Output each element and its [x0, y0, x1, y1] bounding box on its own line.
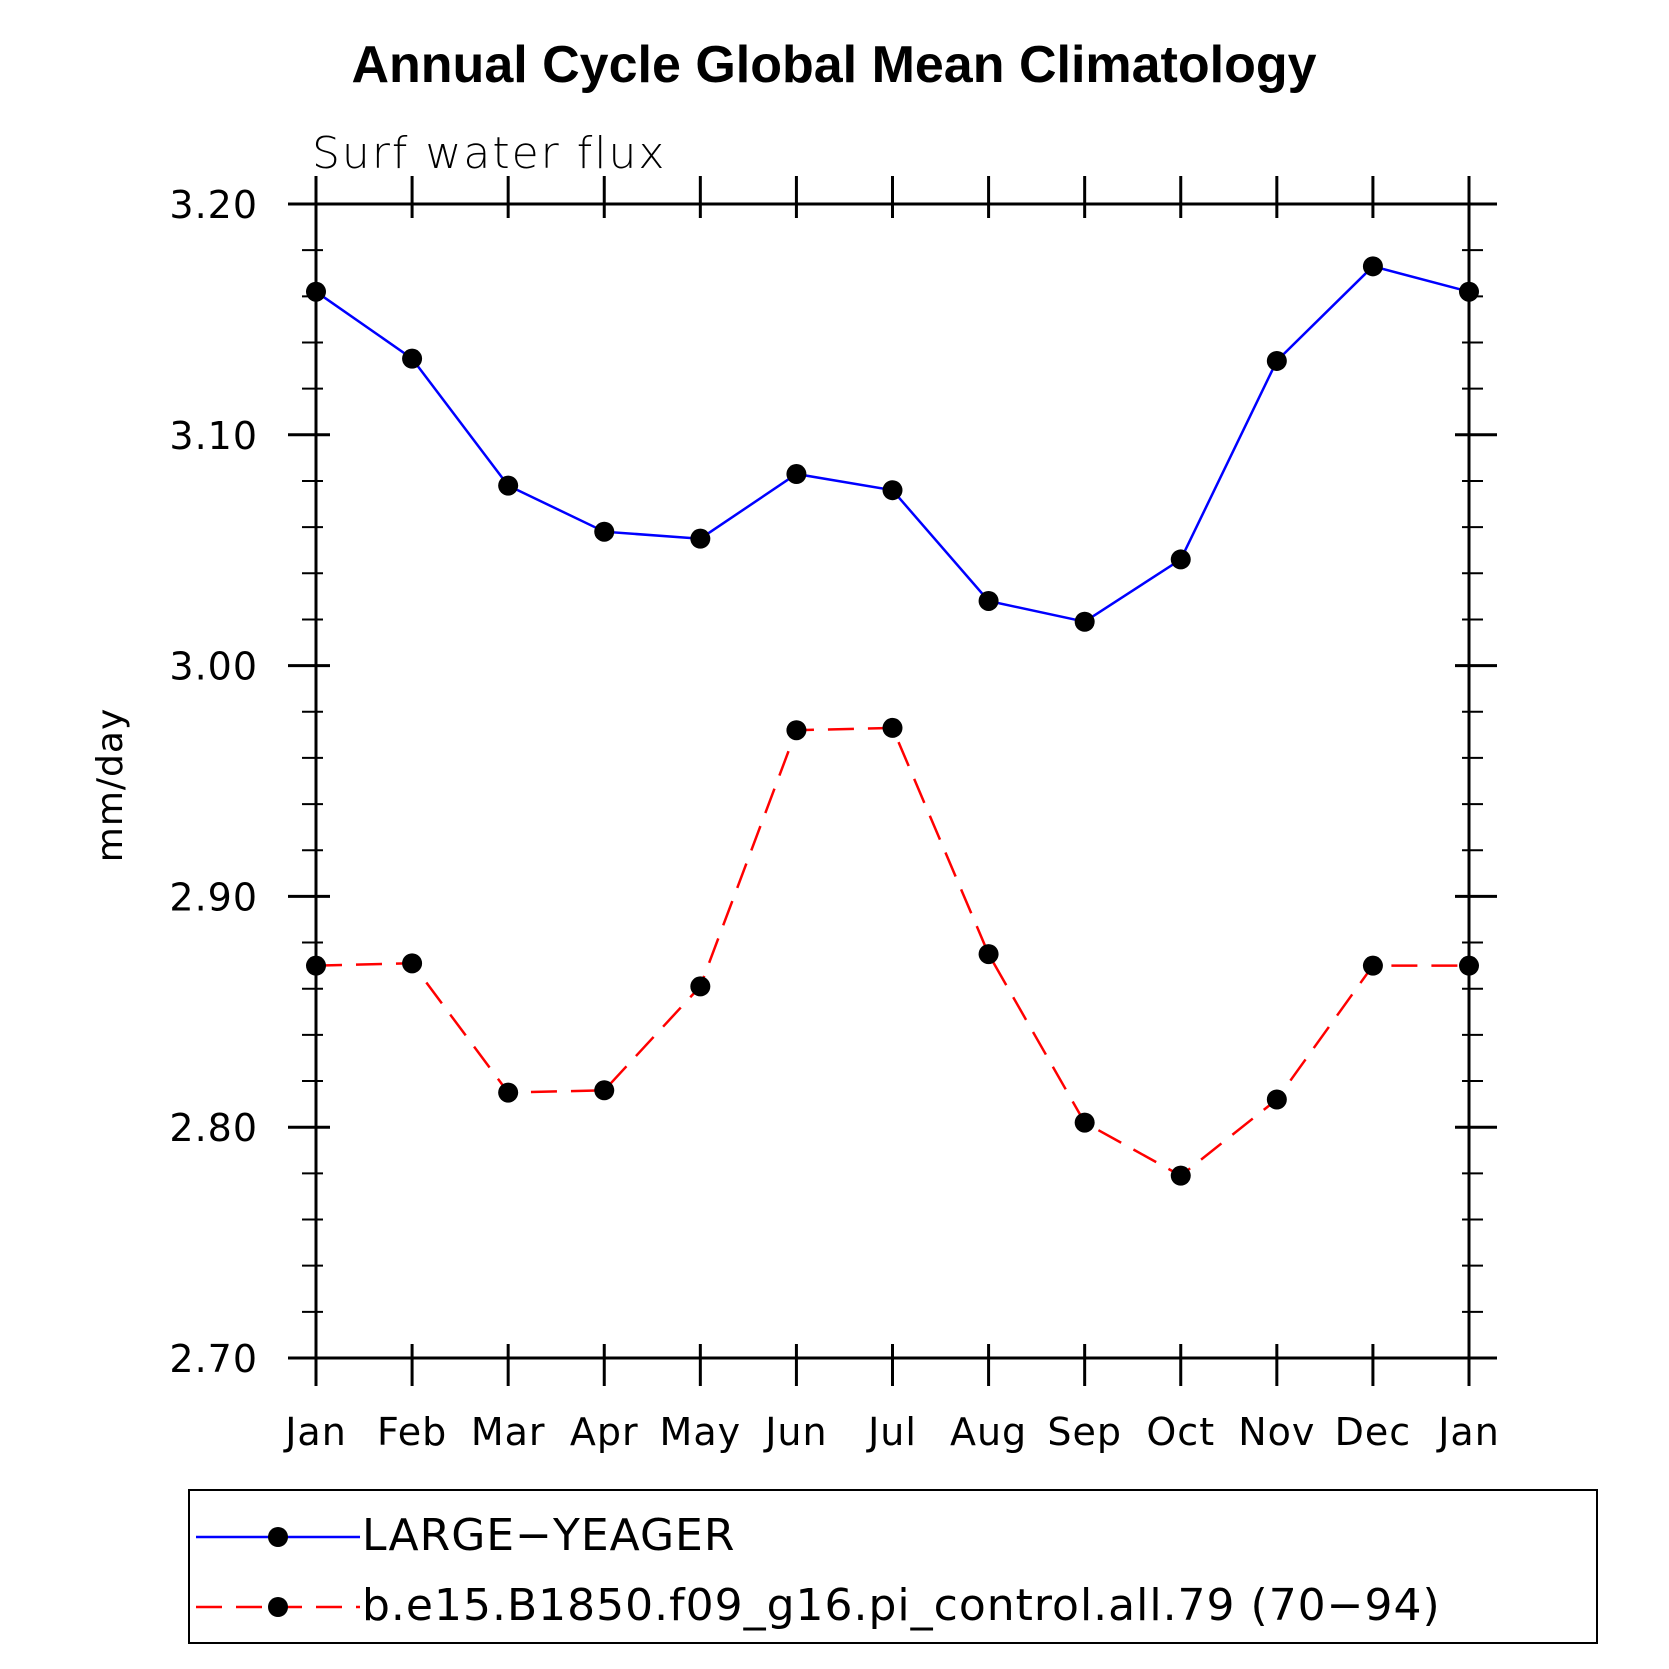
series-2-point — [1266, 1089, 1287, 1110]
series-line-1 — [315, 264, 1470, 624]
series-1-point — [402, 348, 423, 369]
x-axis-ticks — [314, 176, 1471, 1386]
series-2-point — [978, 944, 999, 965]
series-1-point — [594, 521, 615, 542]
series-1-point — [1170, 549, 1191, 570]
legend-box — [188, 1489, 1598, 1644]
series-1-point — [1074, 611, 1095, 632]
y-tick-label: 3.00 — [169, 645, 258, 689]
y-axis-tick-labels: 2.70 2.80 2.90 3.00 3.10 3.20 — [169, 183, 258, 1381]
x-tick-label: Jul — [866, 1410, 917, 1454]
chart-title: Annual Cycle Global Mean Climatology — [351, 36, 1316, 94]
plot-frame — [314, 202, 1471, 1360]
chart-subtitle: Surf water flux — [312, 128, 666, 179]
x-tick-label: Jan — [1436, 1410, 1500, 1454]
y-tick-label: 2.80 — [169, 1106, 258, 1150]
legend-label-1: LARGE−YEAGER — [362, 1510, 735, 1561]
series-2-point — [882, 717, 903, 738]
x-tick-label: May — [660, 1410, 742, 1454]
x-axis-tick-labels: Jan Feb Mar Apr May Jun Jul Aug Sep Oct Nov Dec Jan — [283, 1410, 1500, 1454]
series-1-point — [1459, 281, 1479, 302]
series-layer — [306, 256, 1479, 1186]
y-tick-label: 3.20 — [169, 183, 258, 227]
x-tick-label: Aug — [950, 1410, 1027, 1454]
y-axis-ticks — [288, 202, 1497, 1360]
legend-marker-1 — [268, 1527, 288, 1547]
y-tick-label: 2.70 — [169, 1337, 258, 1381]
y-tick-label: 3.10 — [169, 414, 258, 458]
legend-label-2: b.e15.B1850.f09_g16.pi_control.all.79 (7… — [362, 1580, 1441, 1631]
legend: LARGE−YEAGER b.e15.B1850.f09_g16.pi_cont… — [188, 1489, 1598, 1644]
series-2-point — [402, 953, 423, 974]
x-tick-label: Dec — [1335, 1410, 1412, 1454]
x-tick-label: Feb — [377, 1410, 447, 1454]
x-tick-label: Oct — [1146, 1410, 1215, 1454]
series-1-point — [1362, 256, 1383, 277]
y-tick-label: 2.90 — [169, 875, 258, 919]
series-2-point — [1459, 955, 1479, 976]
series-1-point — [882, 480, 903, 501]
series-1-point — [498, 475, 519, 496]
series-2-point — [690, 976, 711, 997]
series-2-point — [498, 1082, 519, 1103]
series-2-point — [786, 720, 807, 741]
series-2-point — [594, 1080, 615, 1101]
x-tick-label: Jan — [283, 1410, 347, 1454]
x-tick-label: Apr — [570, 1410, 639, 1454]
legend-marker-2 — [268, 1597, 288, 1617]
series-1-point — [1266, 350, 1287, 371]
series-1-point — [786, 464, 807, 485]
series-1-point — [978, 590, 999, 611]
series-2-point — [1074, 1112, 1095, 1133]
series-2-point — [1362, 955, 1383, 976]
series-2-point — [306, 955, 326, 976]
x-tick-label: Mar — [471, 1410, 546, 1454]
y-axis-label: mm/day — [90, 708, 131, 862]
series-1-point — [306, 281, 326, 302]
series-1-point — [690, 528, 711, 549]
x-tick-label: Sep — [1047, 1410, 1122, 1454]
x-tick-label: Nov — [1238, 1410, 1315, 1454]
x-tick-label: Jun — [763, 1410, 827, 1454]
series-line-2 — [315, 726, 1469, 1178]
series-2-point — [1170, 1165, 1191, 1186]
